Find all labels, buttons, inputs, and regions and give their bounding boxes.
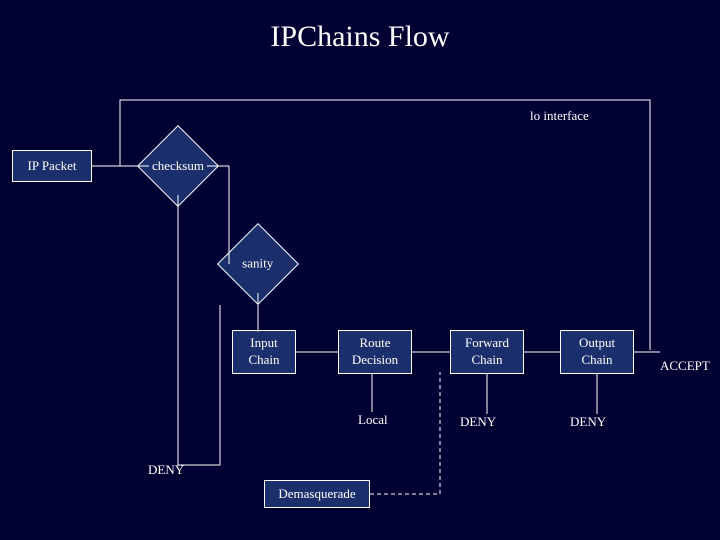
label-deny: DENY: [570, 414, 606, 430]
node-forward: Forward Chain: [450, 330, 524, 374]
label-accept: ACCEPT: [660, 358, 710, 374]
node-label: Forward Chain: [465, 335, 509, 369]
node-input-chain: Input Chain: [232, 330, 296, 374]
label-local: Local: [358, 412, 388, 428]
node-label: Route Decision: [352, 335, 398, 369]
node-label: IP Packet: [28, 158, 77, 175]
node-label: Input Chain: [248, 335, 279, 369]
label-deny: DENY: [460, 414, 496, 430]
page-title: IPChains Flow: [0, 20, 720, 54]
label-lo-interface: lo interface: [530, 108, 589, 124]
node-label: sanity: [242, 256, 273, 272]
node-route: Route Decision: [338, 330, 412, 374]
node-label: checksum: [152, 158, 204, 174]
node-label: Output Chain: [579, 335, 615, 369]
node-sanity: sanity: [217, 223, 299, 305]
node-output: Output Chain: [560, 330, 634, 374]
label-deny: DENY: [148, 462, 184, 478]
node-checksum: checksum: [137, 125, 219, 207]
node-label: Demasquerade: [278, 486, 355, 503]
node-demasquerade: Demasquerade: [264, 480, 370, 508]
edges: [0, 0, 720, 540]
node-ip-packet: IP Packet: [12, 150, 92, 182]
